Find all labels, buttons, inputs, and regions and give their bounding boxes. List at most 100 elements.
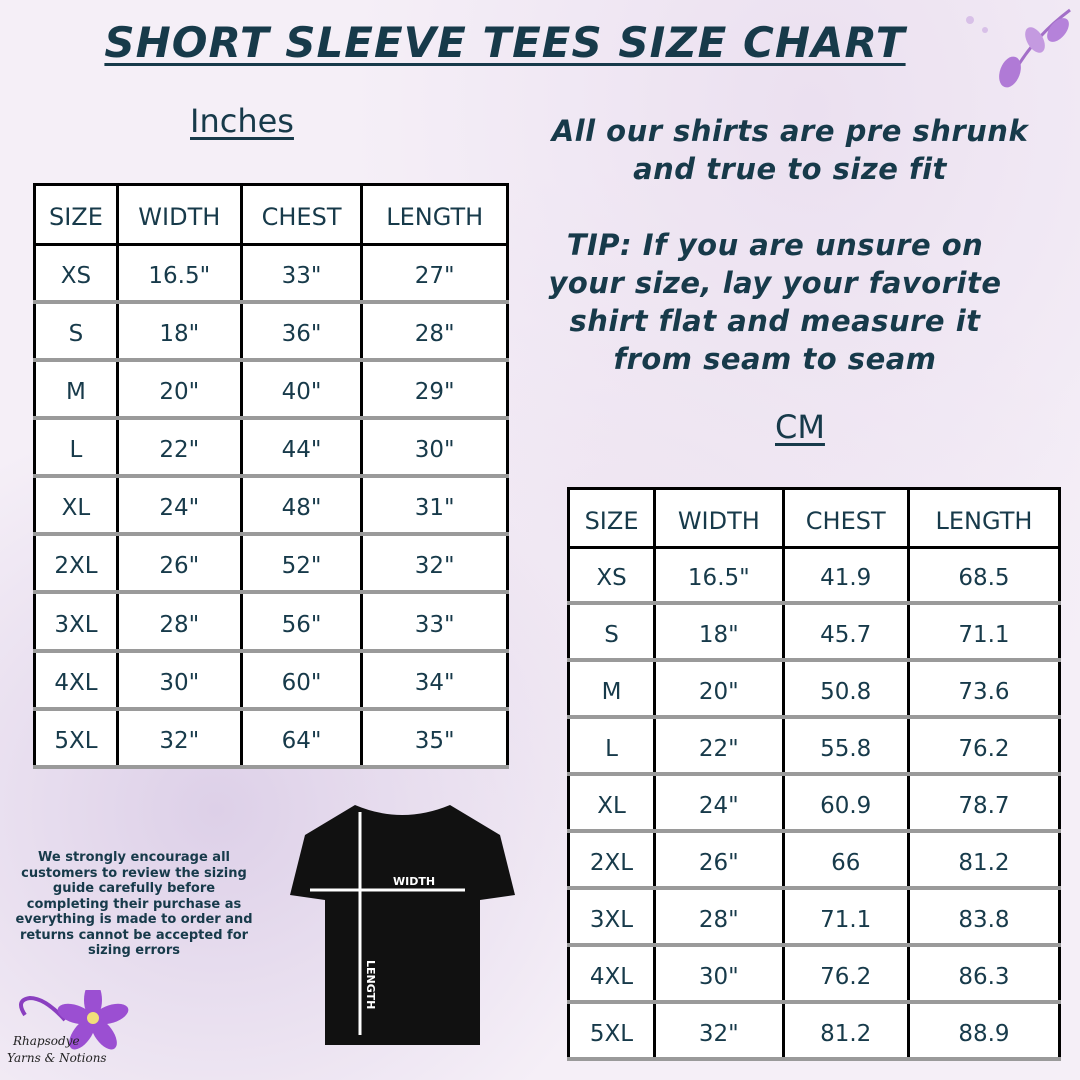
table-cell: 24" xyxy=(115,476,243,537)
table-cell: 16.5" xyxy=(115,244,243,304)
table-cell: 35" xyxy=(360,708,509,770)
table-cell: 16.5" xyxy=(653,547,785,606)
table-cell: 34" xyxy=(360,650,509,711)
table-row: M 20" 40" 29" xyxy=(33,359,509,420)
table-cell: 66 xyxy=(781,831,910,891)
column-header: LENGTH xyxy=(360,184,509,246)
table-cell: 55.8 xyxy=(781,717,910,777)
table-cell: 40" xyxy=(239,359,364,420)
table-row: 2XL 26" 52" 32" xyxy=(33,534,509,595)
table-cell: 28" xyxy=(360,301,509,362)
table-cell: XS xyxy=(566,547,657,606)
cm-label: CM xyxy=(775,408,825,446)
column-header: SIZE xyxy=(33,184,119,246)
table-cell: 29" xyxy=(360,359,509,420)
logo-line1: Rhapsodye xyxy=(12,1034,80,1048)
length-label: LENGTH xyxy=(364,960,377,1009)
table-cell: 20" xyxy=(115,359,243,420)
table-cell: M xyxy=(33,359,119,420)
column-header: CHEST xyxy=(781,488,910,549)
table-row: M 20" 50.8 73.6 xyxy=(566,660,1062,720)
table-cell: S xyxy=(33,301,119,362)
table-cell: 2XL xyxy=(566,831,657,891)
inches-label: Inches xyxy=(190,102,294,140)
table-row: 4XL 30" 60" 34" xyxy=(33,650,509,711)
table-cell: 4XL xyxy=(566,945,657,1004)
table-cell: 36" xyxy=(239,301,364,362)
table-cell: XS xyxy=(33,244,119,304)
table-cell: 60.9 xyxy=(781,774,910,834)
tshirt-diagram: WIDTH LENGTH xyxy=(290,805,515,1045)
table-row: 3XL 28" 56" 33" xyxy=(33,592,509,653)
column-header: LENGTH xyxy=(906,488,1062,549)
sizing-disclaimer: We strongly encourage all customers to r… xyxy=(15,850,253,958)
tip-note: TIP: If you are unsure on your size, lay… xyxy=(548,228,1002,376)
floral-decoration xyxy=(966,8,1071,88)
cm-size-table: SIZE WIDTH CHEST LENGTH XS 16.5" 41.9 68.5 S 18" 4… xyxy=(566,487,1062,1061)
table-cell: 76.2 xyxy=(906,717,1062,777)
table-cell: 32" xyxy=(360,534,509,595)
table-cell: M xyxy=(566,660,657,720)
table-cell: 31" xyxy=(360,476,509,537)
column-header: SIZE xyxy=(566,488,657,549)
table-cell: 68.5 xyxy=(906,547,1062,606)
table-cell: 71.1 xyxy=(906,603,1062,663)
table-cell: 88.9 xyxy=(906,1002,1062,1061)
table-cell: 5XL xyxy=(566,1002,657,1061)
table-cell: 3XL xyxy=(33,592,119,653)
table-cell: S xyxy=(566,603,657,663)
table-row: XS 16.5" 33" 27" xyxy=(33,244,509,304)
inches-size-table: SIZE WIDTH CHEST LENGTH XS 16.5" 33" 27" S 18" 36"… xyxy=(33,183,509,770)
brand-logo: Rhapsodye Yarns & Notions xyxy=(7,990,129,1065)
table-row: 2XL 26" 66 81.2 xyxy=(566,831,1062,891)
table-cell: 41.9 xyxy=(781,547,910,606)
table-cell: 45.7 xyxy=(781,603,910,663)
table-cell: 73.6 xyxy=(906,660,1062,720)
table-cell: 30" xyxy=(115,650,243,711)
table-row: S 18" 36" 28" xyxy=(33,301,509,362)
page-title: SHORT SLEEVE TEES SIZE CHART xyxy=(104,18,906,67)
table-cell: 76.2 xyxy=(781,945,910,1004)
table-cell: 64" xyxy=(239,708,364,770)
table-cell: 26" xyxy=(653,831,785,891)
table-cell: 28" xyxy=(653,888,785,948)
table-row: 3XL 28" 71.1 83.8 xyxy=(566,888,1062,948)
table-row: XL 24" 48" 31" xyxy=(33,476,509,537)
table-row: 5XL 32" 81.2 88.9 xyxy=(566,1002,1062,1061)
table-cell: 24" xyxy=(653,774,785,834)
table-cell: 2XL xyxy=(33,534,119,595)
table-cell: 30" xyxy=(653,945,785,1004)
table-cell: 52" xyxy=(239,534,364,595)
column-header: WIDTH xyxy=(653,488,785,549)
table-cell: 81.2 xyxy=(906,831,1062,891)
table-cell: 44" xyxy=(239,417,364,479)
table-cell: 81.2 xyxy=(781,1002,910,1061)
header-row: SIZE WIDTH CHEST LENGTH xyxy=(566,488,1062,549)
table-row: S 18" 45.7 71.1 xyxy=(566,603,1062,663)
table-row: 4XL 30" 76.2 86.3 xyxy=(566,945,1062,1004)
table-cell: 18" xyxy=(115,301,243,362)
table-cell: 28" xyxy=(115,592,243,653)
table-cell: 5XL xyxy=(33,708,119,770)
table-cell: 33" xyxy=(360,592,509,653)
table-cell: XL xyxy=(33,476,119,537)
table-row: XL 24" 60.9 78.7 xyxy=(566,774,1062,834)
table-cell: 27" xyxy=(360,244,509,304)
table-cell: 3XL xyxy=(566,888,657,948)
table-cell: 60" xyxy=(239,650,364,711)
table-row: L 22" 44" 30" xyxy=(33,417,509,479)
table-cell: 30" xyxy=(360,417,509,479)
header-row: SIZE WIDTH CHEST LENGTH xyxy=(33,184,509,246)
table-cell: 18" xyxy=(653,603,785,663)
table-cell: L xyxy=(33,417,119,479)
table-row: 5XL 32" 64" 35" xyxy=(33,708,509,770)
table-cell: 20" xyxy=(653,660,785,720)
fit-note: All our shirts are pre shrunk and true t… xyxy=(551,114,1029,186)
logo-line2: Yarns & Notions xyxy=(7,1051,107,1065)
table-cell: 50.8 xyxy=(781,660,910,720)
column-header: CHEST xyxy=(239,184,364,246)
table-cell: 32" xyxy=(115,708,243,770)
width-label: WIDTH xyxy=(393,875,435,888)
table-cell: 48" xyxy=(239,476,364,537)
table-cell: 22" xyxy=(653,717,785,777)
